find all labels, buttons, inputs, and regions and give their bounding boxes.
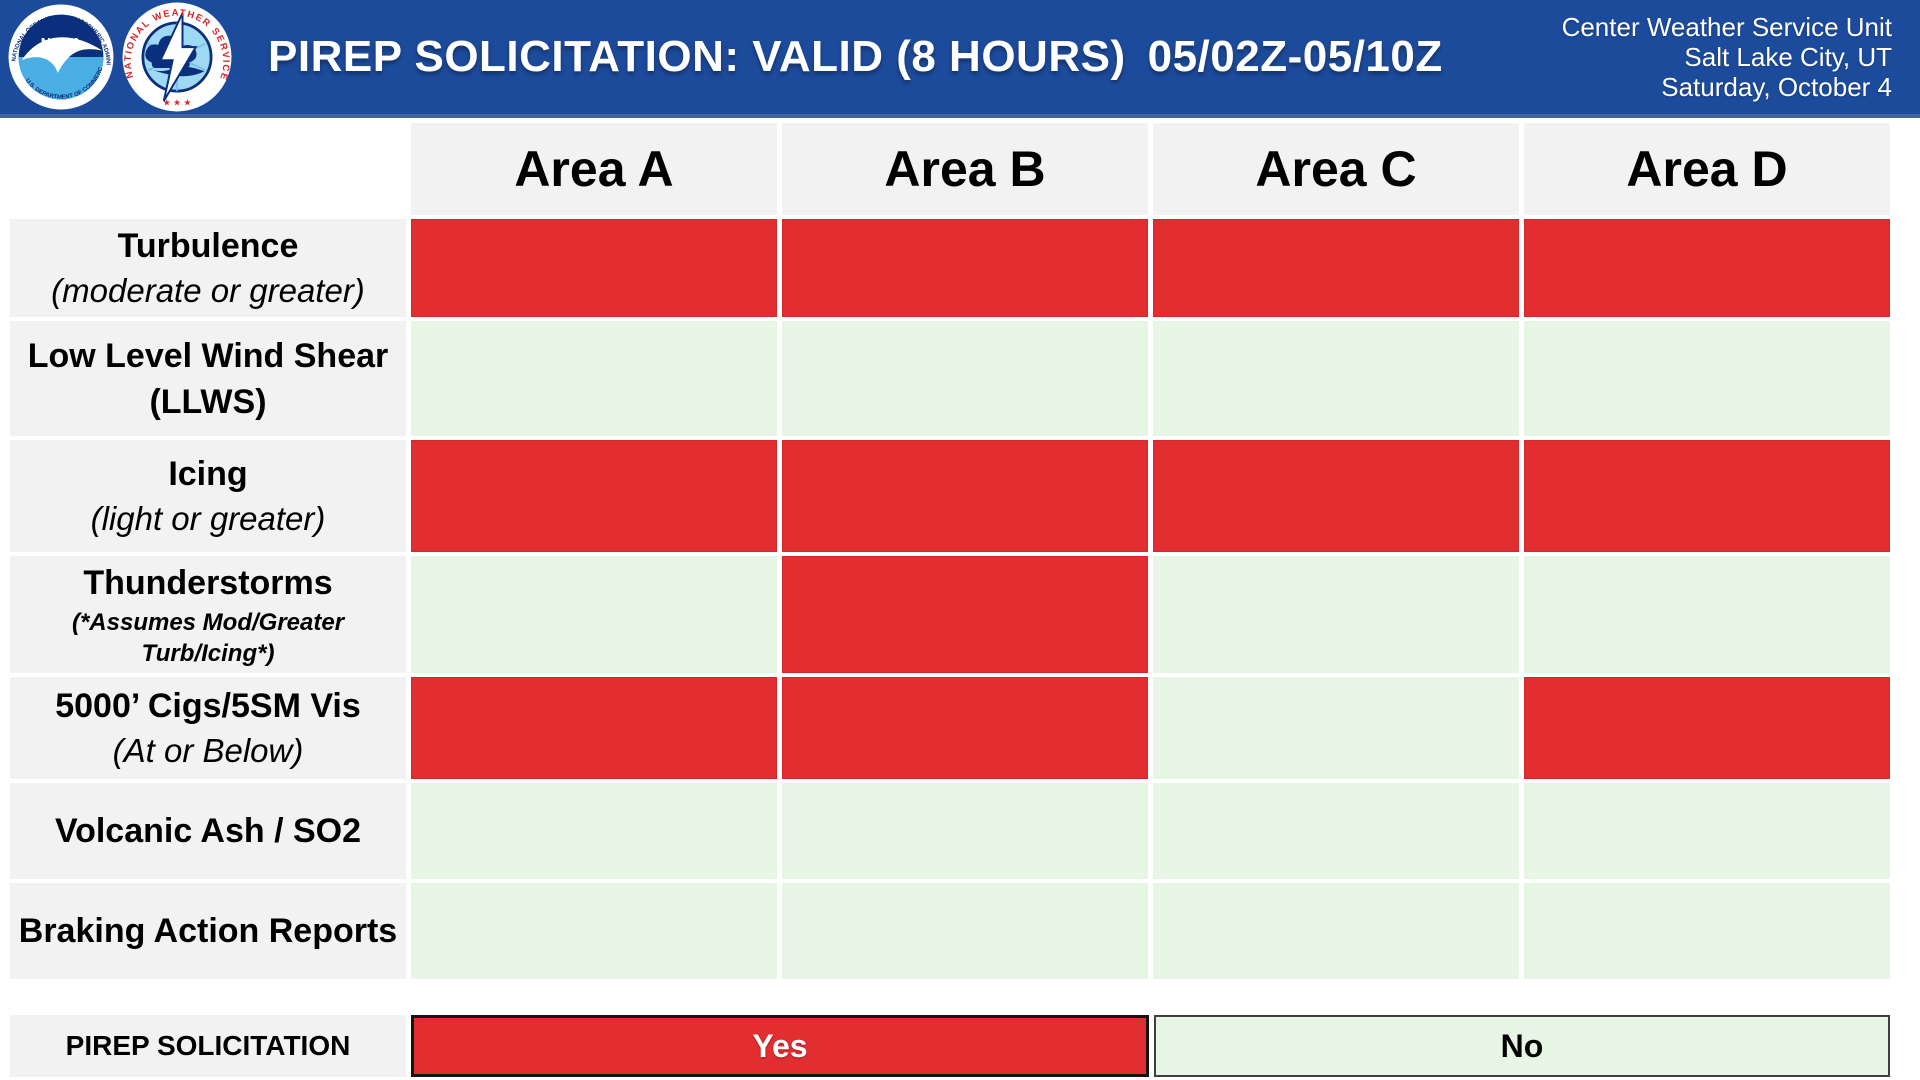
- row-label: Icing: [168, 455, 248, 494]
- cell-r3-c3: [1524, 556, 1890, 673]
- valid-period: 05/02Z-05/10Z: [1147, 32, 1443, 81]
- row-sublabel: (moderate or greater): [51, 272, 365, 309]
- noaa-logo-icon: NOAA NATIONAL OCEANIC AND ATMOSPHERIC AD…: [8, 4, 114, 110]
- row-label-cell: Volcanic Ash / SO2: [10, 783, 406, 879]
- row-label-cell: Icing (light or greater): [10, 440, 406, 552]
- cell-r4-c2: [1153, 677, 1519, 779]
- cell-r6-c3: [1524, 883, 1890, 979]
- cell-r3-c2: [1153, 556, 1519, 673]
- org-location: Salt Lake City, UT: [1684, 42, 1892, 72]
- cell-r1-c1: [782, 321, 1148, 436]
- cell-r5-c2: [1153, 783, 1519, 879]
- row-label: Thunderstorms: [83, 563, 333, 602]
- cell-r4-c0: [411, 677, 777, 779]
- cell-r5-c3: [1524, 783, 1890, 879]
- row-label-cell: Turbulence (moderate or greater): [10, 219, 406, 317]
- row-sublabel: (light or greater): [90, 500, 326, 537]
- column-header-area-b: Area B: [782, 123, 1148, 215]
- cell-r4-c3: [1524, 677, 1890, 779]
- cell-r4-c1: [782, 677, 1148, 779]
- cell-r2-c0: [411, 440, 777, 552]
- row-label-cell: Braking Action Reports: [10, 883, 406, 979]
- row-sublabel: (LLWS): [149, 382, 267, 421]
- cell-r5-c1: [782, 783, 1148, 879]
- nws-logo-icon: NATIONAL WEATHER SERVICE ★ ★ ★: [122, 2, 232, 112]
- banner-org-block: Center Weather Service Unit Salt Lake Ci…: [1562, 12, 1920, 102]
- legend-yes-box: Yes: [411, 1015, 1149, 1077]
- cell-r6-c1: [782, 883, 1148, 979]
- row-label: Low Level Wind Shear: [27, 336, 389, 375]
- cell-r2-c1: [782, 440, 1148, 552]
- cell-r0-c0: [411, 219, 777, 317]
- cell-r2-c2: [1153, 440, 1519, 552]
- cell-r3-c1: [782, 556, 1148, 673]
- page-title-text: PIREP SOLICITATION: VALID (8 HOURS): [268, 32, 1126, 81]
- cell-r2-c3: [1524, 440, 1890, 552]
- row-label-cell: Thunderstorms (*Assumes Mod/Greater Turb/…: [10, 556, 406, 673]
- cell-r6-c2: [1153, 883, 1519, 979]
- row-label: Volcanic Ash / SO2: [54, 811, 362, 850]
- cell-r6-c0: [411, 883, 777, 979]
- legend-label: PIREP SOLICITATION: [10, 1015, 406, 1077]
- cell-r0-c1: [782, 219, 1148, 317]
- corner-spacer: [10, 123, 406, 215]
- row-sublabel: (*Assumes Mod/Greater Turb/Icing*): [71, 608, 345, 667]
- org-unit: Center Weather Service Unit: [1561, 12, 1892, 42]
- column-header-area-d: Area D: [1524, 123, 1890, 215]
- legend-no-box: No: [1154, 1015, 1890, 1077]
- cell-r1-c2: [1153, 321, 1519, 436]
- cell-r0-c2: [1153, 219, 1519, 317]
- row-label: Braking Action Reports: [18, 911, 398, 950]
- org-date: Saturday, October 4: [1661, 72, 1892, 102]
- pirep-solicitation-row: PIREP SOLICITATION Yes No: [10, 1015, 1890, 1077]
- cell-r3-c0: [411, 556, 777, 673]
- title-banner: NOAA NATIONAL OCEANIC AND ATMOSPHERIC AD…: [0, 0, 1920, 118]
- svg-text:NOAA: NOAA: [41, 35, 82, 50]
- column-header-area-c: Area C: [1153, 123, 1519, 215]
- svg-text:★ ★ ★: ★ ★ ★: [163, 97, 192, 107]
- cell-r0-c3: [1524, 219, 1890, 317]
- row-label-cell: Low Level Wind Shear (LLWS): [10, 321, 406, 436]
- cell-r5-c0: [411, 783, 777, 879]
- row-label-cell: 5000’ Cigs/5SM Vis (At or Below): [10, 677, 406, 779]
- page-title: PIREP SOLICITATION: VALID (8 HOURS) 05/02…: [268, 32, 1443, 82]
- row-sublabel: (At or Below): [112, 732, 304, 769]
- cell-r1-c0: [411, 321, 777, 436]
- hazard-matrix: Area A Area B Area C Area D Turbulence (moder…: [10, 123, 1890, 979]
- cell-r1-c3: [1524, 321, 1890, 436]
- row-label: 5000’ Cigs/5SM Vis: [55, 687, 361, 726]
- row-label: Turbulence: [117, 227, 299, 266]
- column-header-area-a: Area A: [411, 123, 777, 215]
